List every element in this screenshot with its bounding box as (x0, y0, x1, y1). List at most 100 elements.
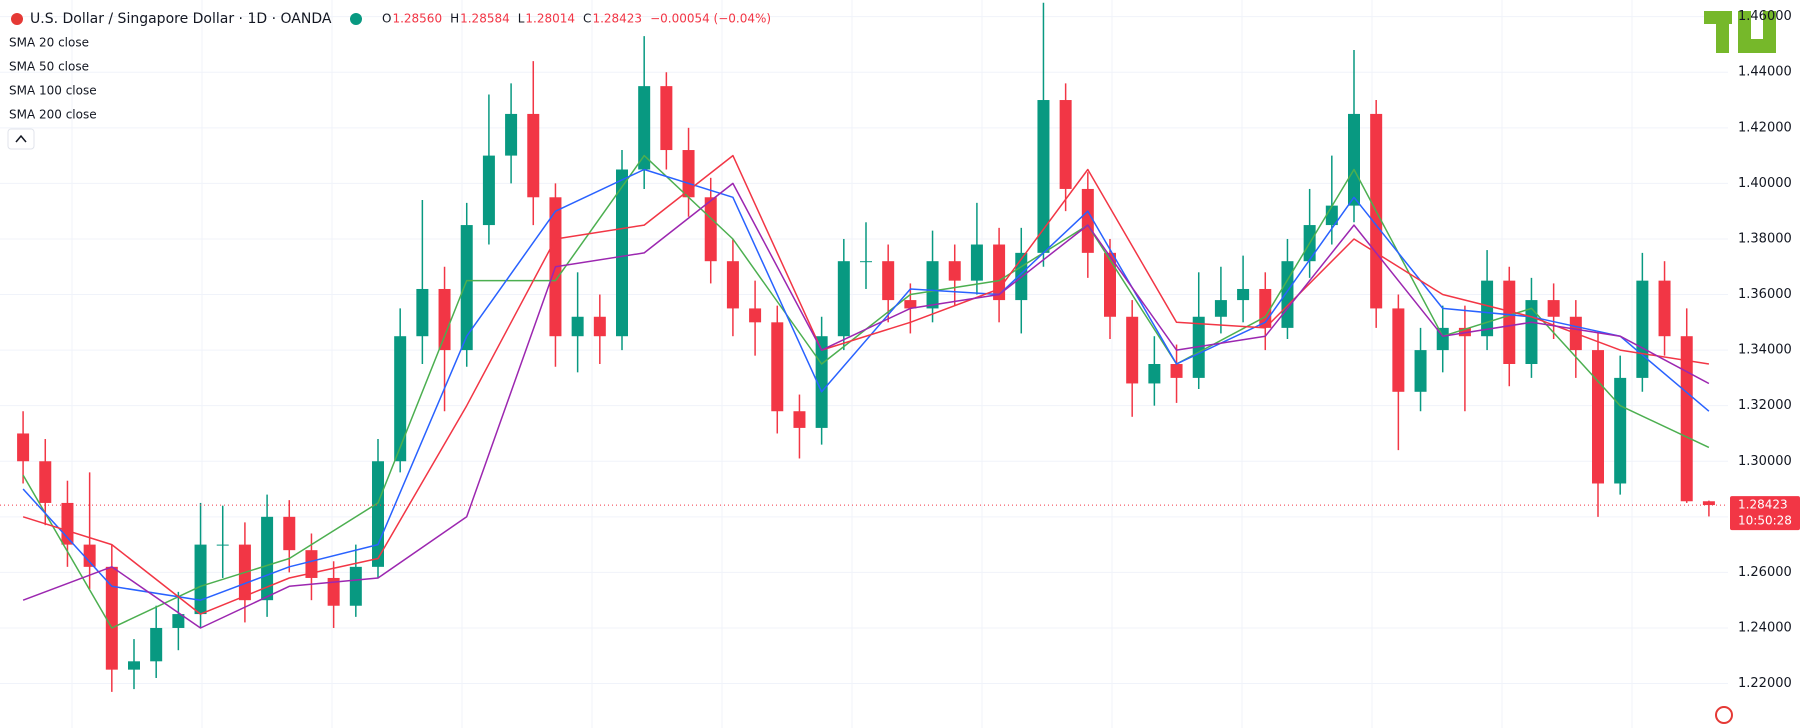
candle-body (1081, 188, 1094, 253)
candle-body (793, 411, 806, 428)
y-tick-label: 1.26000 (1738, 565, 1792, 580)
y-tick-label: 1.38000 (1738, 231, 1792, 246)
candle-body (1547, 300, 1560, 317)
sma-line (22, 182, 1710, 629)
sma-line (22, 154, 1710, 615)
candle-body (1503, 280, 1516, 364)
candle-body (1481, 280, 1494, 337)
ohlc-value: 1.28584 (460, 12, 510, 26)
candle-body (704, 197, 717, 262)
legend-entry: SMA 200 close (9, 108, 97, 122)
candle-body (1237, 288, 1250, 301)
candle-body (860, 261, 872, 263)
candle-body (482, 155, 495, 226)
candle-body (261, 516, 274, 601)
candle-body (394, 336, 407, 462)
candle-body (970, 244, 983, 281)
candle-body (1281, 261, 1294, 328)
candle-body (460, 225, 473, 351)
collapse-icon (15, 134, 27, 143)
candle-body (83, 544, 96, 567)
y-tick-label: 1.24000 (1738, 620, 1792, 635)
candle-body (327, 577, 340, 606)
candle-body (948, 261, 961, 281)
legend: U.S. Dollar / Singapore Dollar · 1D · OA… (11, 11, 771, 27)
candle-body (749, 308, 762, 323)
y-tick-label: 1.22000 (1738, 676, 1792, 691)
candle-body (882, 261, 895, 301)
legend-entry: SMA 50 close (9, 60, 89, 74)
candle-body (616, 169, 628, 337)
candle-body (660, 86, 673, 151)
candle-body (682, 150, 695, 198)
y-tick-label: 1.34000 (1738, 343, 1792, 358)
sma-line (22, 168, 1710, 601)
candle-body (1702, 501, 1715, 506)
candle-body (926, 261, 939, 309)
y-tick-label: 1.42000 (1738, 120, 1792, 135)
candle-body (505, 113, 518, 156)
candle-body (1636, 280, 1649, 378)
legend-entry: SMA 20 close (9, 36, 89, 50)
y-tick-label: 1.44000 (1738, 65, 1792, 80)
candle-body (1214, 300, 1227, 317)
y-tick-label: 1.40000 (1738, 176, 1792, 191)
candle-body (527, 113, 540, 198)
plot (17, 2, 1715, 692)
candle-body (571, 316, 584, 337)
ohlc-label: H (450, 12, 459, 26)
candle-body (904, 300, 917, 309)
candle-body (128, 661, 140, 670)
candle-body (172, 614, 185, 628)
ohlc-label: O (382, 12, 391, 26)
ohlc-value: 1.28014 (525, 12, 575, 26)
candle-body (150, 627, 163, 662)
candle-body (438, 288, 451, 351)
candle-body (17, 433, 30, 462)
candle-body (39, 461, 52, 503)
candle-body (416, 288, 429, 337)
y-tick-label: 1.32000 (1738, 398, 1792, 413)
collapse-button[interactable] (7, 128, 35, 150)
symbol-title: U.S. Dollar / Singapore Dollar · 1D · OA… (30, 11, 332, 27)
candle-body (1658, 280, 1671, 337)
logo-part (1738, 11, 1776, 53)
ohlc-label: C (583, 12, 591, 26)
legend-entry: SMA 100 close (9, 84, 97, 98)
last-price-box (1730, 496, 1800, 531)
candle-body (349, 566, 362, 606)
currency-icon (1715, 706, 1733, 724)
candle-body (1148, 364, 1161, 384)
candle-body (283, 516, 296, 551)
candle-body (771, 322, 784, 412)
candle-body (216, 544, 229, 546)
market-status (350, 13, 362, 25)
candle-body (593, 316, 606, 337)
candle-body (1392, 308, 1405, 392)
last-price-label: 1.28423 (1738, 498, 1788, 512)
candle-body (726, 261, 739, 309)
ohlc-value: 1.28560 (392, 12, 442, 26)
flag-icon (11, 13, 23, 25)
candle-body (1592, 350, 1604, 484)
candle-body (105, 566, 118, 670)
candle-body (1037, 100, 1050, 253)
candle-body (305, 550, 318, 578)
candle-body (1348, 113, 1360, 206)
candle-body (837, 261, 850, 337)
candle-body (1170, 364, 1183, 378)
candle-body (1059, 100, 1072, 189)
candle-body (1680, 336, 1693, 502)
logo (1704, 11, 1776, 53)
y-tick-label: 1.30000 (1738, 454, 1792, 469)
change-label: −0.00054 (−0.04%) (650, 12, 771, 26)
candle-body (638, 86, 651, 170)
logo-part (1716, 11, 1729, 53)
y-tick-label: 1.36000 (1738, 287, 1792, 302)
candle-body (194, 544, 207, 615)
candle-body (1104, 252, 1116, 317)
y-tick-label: 1.46000 (1738, 9, 1792, 24)
ohlc-value: 1.28423 (592, 12, 642, 26)
